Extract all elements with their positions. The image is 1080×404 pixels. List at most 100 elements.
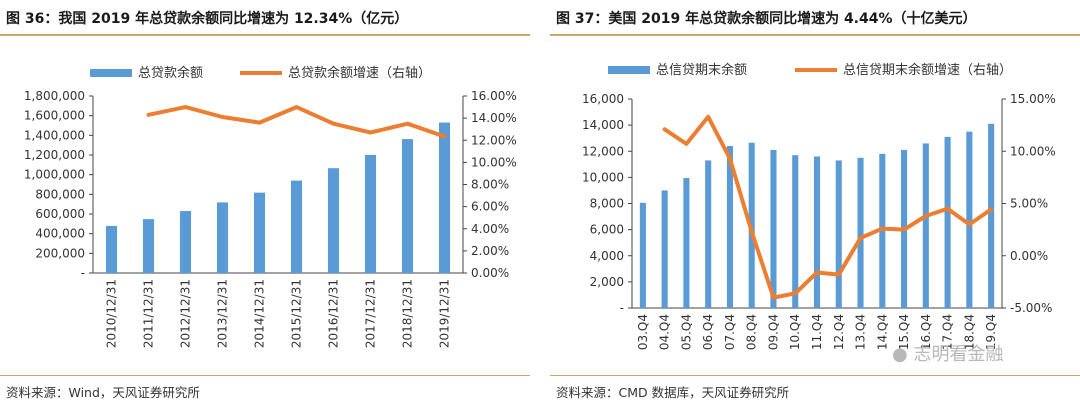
series-point [332, 122, 335, 126]
watermark: ● 志明看金融 [892, 340, 1003, 366]
left-axis-tick-label: 1,400,000 [24, 128, 85, 142]
left-axis-tick-label: 1,000,000 [24, 168, 85, 182]
bar [364, 154, 377, 273]
series-point [859, 236, 863, 240]
x-axis-tick-label: 18.Q4 [962, 314, 976, 350]
right-axis-tick-label: 4.00% [471, 222, 509, 236]
left-axis-tick-label: 1,600,000 [24, 109, 85, 123]
x-axis-tick-label: 2019/12/31 [438, 279, 452, 348]
right-axis-tick-label: -5.00% [1010, 301, 1052, 315]
x-axis-tick-label: 2010/12/31 [105, 279, 119, 348]
right-axis-tick-label: 14.00% [471, 111, 517, 125]
series-point [295, 105, 298, 109]
series-point [815, 270, 819, 274]
series-point [258, 121, 261, 125]
series-point [184, 105, 187, 109]
legend-swatch-bar [608, 66, 650, 74]
left-axis-tick-label: 10,000 [582, 170, 624, 184]
x-axis-tick-label: 17.Q4 [941, 314, 955, 350]
bar [438, 122, 451, 273]
legend-label-line: 总贷款余额增速（右轴） [288, 65, 431, 81]
x-axis-tick-label: 08.Q4 [745, 314, 759, 350]
series-point [967, 222, 971, 226]
source-note: 资料来源：Wind，天风证券研究所 [6, 385, 200, 400]
series-point [663, 127, 667, 131]
bar [142, 219, 155, 273]
right-axis-tick-label: 2.00% [471, 244, 509, 258]
left-axis-tick-label: 1,200,000 [24, 148, 85, 162]
series-point [946, 207, 950, 211]
x-axis-tick-label: 16.Q4 [919, 314, 933, 350]
bar [792, 155, 799, 308]
series-point [684, 142, 688, 146]
bar [290, 180, 303, 273]
bar [879, 153, 886, 308]
series-point [793, 291, 797, 295]
series-point [837, 273, 841, 277]
left-axis-tick-label: 400,000 [35, 227, 85, 241]
title-rule [0, 34, 530, 36]
source-note: 资料来源：CMD 数据库，天风证券研究所 [556, 385, 790, 400]
left-axis-tick-label: 200,000 [35, 246, 85, 260]
series-point [728, 157, 732, 161]
bar [105, 225, 118, 273]
series-point [369, 131, 372, 135]
x-axis-tick-label: 2014/12/31 [253, 279, 267, 348]
series-point [771, 296, 775, 300]
legend-label-bar: 总信贷期末余额 [656, 62, 747, 78]
x-axis-tick-label: 2015/12/31 [290, 279, 304, 348]
bar [253, 192, 266, 273]
bar [327, 168, 340, 273]
bar [835, 160, 842, 308]
left-axis-tick-label: 800,000 [35, 187, 85, 201]
left-axis-tick-label: 1,800,000 [24, 89, 85, 103]
series-point [406, 122, 409, 126]
bar [966, 131, 973, 308]
x-axis-tick-label: 03.Q4 [636, 314, 650, 350]
x-axis-tick-label: 11.Q4 [810, 314, 824, 350]
right-axis-tick-label: 6.00% [471, 200, 509, 214]
bar [988, 123, 995, 308]
right-axis-tick-label: 8.00% [471, 178, 509, 192]
series-point [880, 227, 884, 231]
left-axis-tick-label: 8,000 [590, 197, 624, 211]
x-axis-tick-label: 04.Q4 [658, 314, 672, 350]
series-point [902, 228, 906, 232]
series-point [443, 134, 446, 138]
bar [726, 146, 733, 308]
bar [401, 139, 414, 273]
right-axis-tick-label: 10.00% [1010, 144, 1056, 158]
left-axis-tick-label: - [81, 266, 85, 280]
bar [639, 202, 646, 308]
right-axis-tick-label: 5.00% [1010, 197, 1048, 211]
left-axis-tick-label: 14,000 [582, 118, 624, 132]
x-axis-tick-label: 2013/12/31 [216, 279, 230, 348]
left-axis-tick-label: 12,000 [582, 144, 624, 158]
right-axis-tick-label: 0.00% [471, 266, 509, 280]
bar [813, 156, 821, 308]
bar [857, 157, 864, 308]
series-point [750, 230, 754, 234]
left-axis-tick-label: - [620, 301, 624, 315]
left-axis-tick-label: 600,000 [35, 207, 85, 221]
left-axis-tick-label: 4,000 [590, 249, 624, 263]
bar [661, 190, 668, 308]
x-axis-tick-label: 13.Q4 [854, 314, 868, 350]
title-rule [550, 34, 1080, 36]
source-rule [550, 375, 1080, 376]
x-axis-tick-label: 09.Q4 [766, 314, 780, 350]
bar [922, 143, 929, 308]
chart-china: 总贷款余额 总贷款余额增速（右轴） - 200,000 400,000 600,000 80… [24, 65, 517, 348]
right-axis-tick-label: 15.00% [1010, 92, 1056, 106]
x-axis-tick-label: 06.Q4 [701, 314, 715, 350]
legend-label-bar: 总贷款余额 [138, 65, 203, 81]
bar [683, 178, 690, 308]
wechat-icon: ● [892, 344, 908, 365]
right-axis-tick-label: 0.00% [1010, 249, 1048, 263]
bar [770, 149, 777, 308]
x-axis-tick-label: 05.Q4 [679, 314, 693, 350]
x-axis-tick-label: 19.Q4 [984, 314, 998, 350]
chart-title: 图 36：我国 2019 年总贷款余额同比增速为 12.34%（亿元） [6, 11, 409, 27]
x-axis-tick-label: 2012/12/31 [179, 279, 193, 348]
bar [944, 136, 951, 308]
